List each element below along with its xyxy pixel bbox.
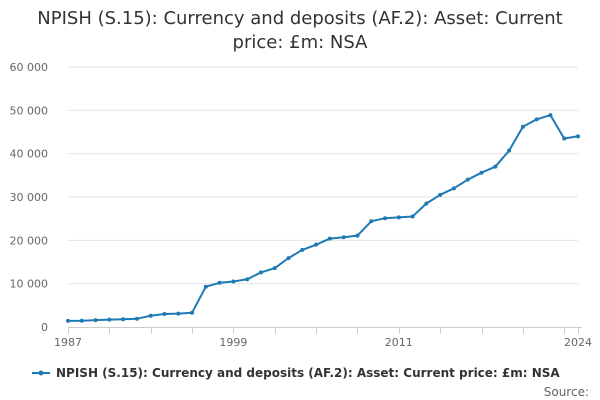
plot-area — [66, 113, 580, 323]
data-point[interactable] — [162, 312, 167, 316]
data-point[interactable] — [520, 124, 525, 129]
data-point[interactable] — [424, 201, 429, 206]
x-axis: 1987 1999 2011 2024 — [54, 327, 592, 349]
data-point[interactable] — [383, 216, 388, 221]
data-point[interactable] — [190, 310, 195, 315]
y-tick-label: 60 000 — [10, 61, 49, 74]
data-point[interactable] — [300, 247, 305, 252]
y-tick-label: 20 000 — [10, 234, 49, 247]
data-point[interactable] — [410, 214, 415, 219]
data-point[interactable] — [231, 279, 236, 284]
chart-title-line-1: NPISH (S.15): Currency and deposits (AF.… — [37, 8, 562, 29]
data-point[interactable] — [479, 170, 484, 175]
data-point[interactable] — [396, 215, 401, 220]
data-point[interactable] — [548, 113, 553, 118]
data-point[interactable] — [107, 317, 112, 322]
data-point[interactable] — [341, 235, 346, 240]
data-point[interactable] — [438, 192, 443, 197]
y-tick-label: 50 000 — [10, 104, 49, 117]
data-point[interactable] — [327, 236, 332, 241]
data-point[interactable] — [465, 177, 470, 182]
data-point[interactable] — [134, 316, 139, 321]
data-point[interactable] — [272, 266, 277, 271]
data-point[interactable] — [93, 318, 98, 323]
source-label: Source: — [544, 385, 589, 399]
x-tick-label: 2024 — [564, 336, 592, 349]
data-point[interactable] — [217, 280, 222, 285]
data-point[interactable] — [66, 318, 70, 323]
legend-marker-swatch — [38, 370, 44, 376]
x-tick-label: 2011 — [385, 336, 413, 349]
data-point[interactable] — [245, 277, 250, 282]
data-point[interactable] — [493, 164, 498, 169]
data-point[interactable] — [286, 256, 291, 261]
data-point[interactable] — [507, 148, 512, 153]
data-point[interactable] — [203, 284, 208, 289]
data-point[interactable] — [176, 311, 181, 316]
data-point[interactable] — [576, 134, 580, 139]
data-point[interactable] — [314, 242, 319, 247]
y-tick-label: 0 — [41, 321, 48, 334]
y-tick-label: 10 000 — [10, 278, 49, 291]
data-point[interactable] — [355, 233, 360, 238]
data-point[interactable] — [148, 313, 153, 318]
chart-title-line-2: price: £m: NSA — [233, 32, 369, 53]
data-point[interactable] — [451, 186, 456, 191]
y-axis: 0 10 000 20 000 30 000 40 000 50 000 60 000 — [10, 61, 49, 334]
data-point[interactable] — [562, 136, 567, 141]
data-point[interactable] — [79, 318, 84, 323]
data-point[interactable] — [258, 270, 263, 275]
x-tick-label: 1987 — [54, 336, 82, 349]
grid-lines — [68, 66, 578, 285]
series-line — [67, 114, 579, 322]
data-point[interactable] — [121, 317, 126, 322]
y-tick-label: 30 000 — [10, 191, 49, 204]
data-point[interactable] — [369, 219, 374, 224]
x-tick-label: 1999 — [219, 336, 247, 349]
legend-label: NPISH (S.15): Currency and deposits (AF.… — [56, 366, 560, 380]
data-point[interactable] — [534, 117, 539, 122]
legend[interactable]: NPISH (S.15): Currency and deposits (AF.… — [32, 366, 560, 380]
y-tick-label: 40 000 — [10, 148, 49, 161]
